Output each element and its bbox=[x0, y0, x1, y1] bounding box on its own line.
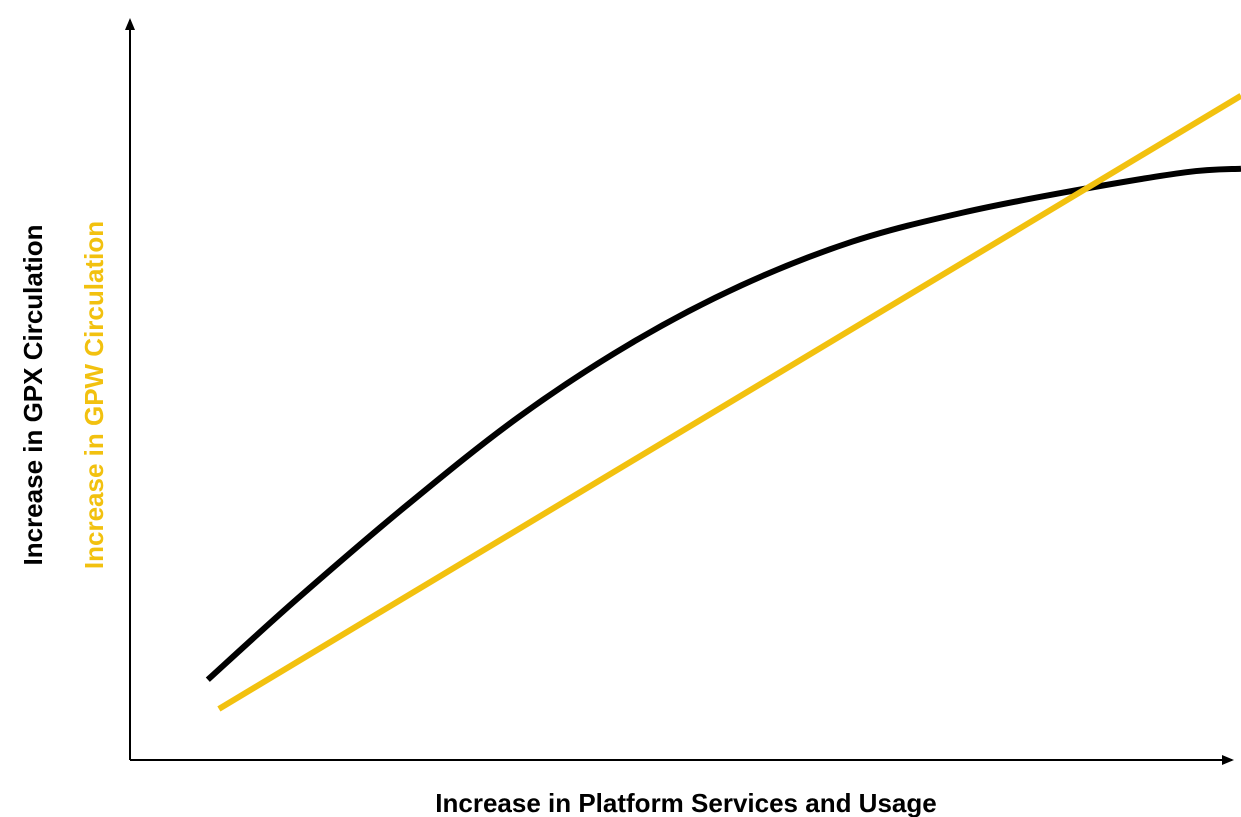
y-axis-label-gpw: Increase in GPW Circulation bbox=[79, 221, 109, 569]
y-axis-label-gpx: Increase in GPX Circulation bbox=[18, 225, 48, 566]
series-gpw-line bbox=[217, 93, 1241, 712]
series-gpx-line bbox=[205, 165, 1241, 682]
x-axis-label: Increase in Platform Services and Usage bbox=[435, 788, 936, 817]
series-layer bbox=[205, 93, 1241, 712]
